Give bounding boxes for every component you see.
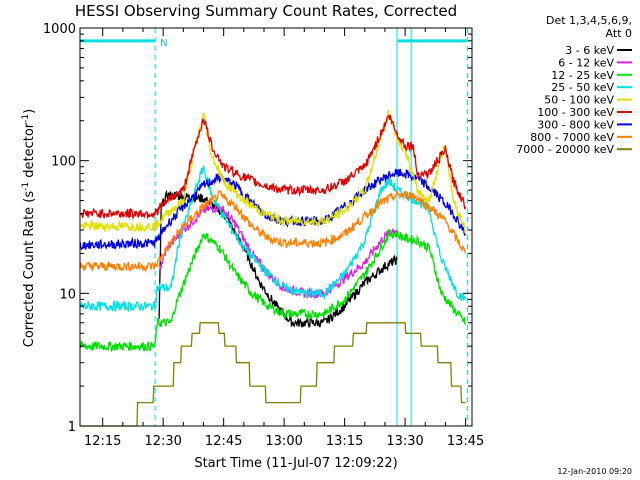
legend-label-7: 800 - 7000 keV [530, 131, 614, 144]
series-lines [79, 110, 467, 427]
y-tick-label-2: 100 [51, 155, 76, 170]
chart-title: HESSI Observing Summary Count Rates, Cor… [75, 2, 457, 20]
legend-label-1: 6 - 12 keV [558, 56, 614, 69]
y-label-main: Corrected Count Rate (s [22, 191, 37, 348]
series-line-2 [79, 229, 467, 353]
x-tick-label-6: 13:45 [447, 434, 484, 449]
x-tick-label-1: 12:30 [144, 434, 181, 449]
plot-frame [79, 27, 473, 427]
series-line-4 [79, 110, 467, 233]
x-tick-label-4: 13:15 [326, 434, 363, 449]
y-tick-label-3: 1000 [43, 22, 76, 37]
flag-label: N [160, 38, 167, 49]
y-axis-label: Corrected Count Rate (s-1 detector-1) [21, 109, 37, 347]
series-line-3 [79, 164, 467, 313]
y-axis: 1 10 100 1000 [43, 22, 472, 435]
footer-date: 12-Jan-2010 09:20 [557, 467, 632, 476]
x-axis-label: Start Time (11-Jul-07 12:09:22) [194, 456, 397, 471]
x-axis: 12:15 12:30 12:45 13:00 13:15 13:30 13:45 [84, 28, 484, 449]
y-tick-label-1: 10 [59, 287, 76, 302]
legend-label-8: 7000 - 20000 keV [516, 143, 614, 156]
x-tick-label-0: 12:15 [84, 434, 121, 449]
y-label-end: ) [22, 109, 37, 114]
legend-label-0: 3 - 6 keV [565, 44, 614, 57]
legend-label-3: 25 - 50 keV [551, 81, 614, 94]
y-tick-label-0: 1 [68, 420, 76, 435]
x-tick-label-3: 13:00 [265, 434, 302, 449]
x-tick-label-5: 13:30 [386, 434, 423, 449]
legend-header-1: Det 1,3,4,5,6,9, [546, 14, 632, 27]
y-label-sup2: -1 [21, 114, 31, 123]
y-label-mid: detector [22, 122, 37, 182]
series-line-5 [79, 114, 467, 220]
legend-label-2: 12 - 25 keV [551, 69, 614, 82]
legend-label-5: 100 - 300 keV [537, 106, 614, 119]
x-tick-label-2: 12:45 [205, 434, 242, 449]
series-line-7 [79, 188, 467, 274]
series-line-8 [80, 322, 466, 427]
legend-label-4: 50 - 100 keV [544, 94, 614, 107]
legend-label-6: 300 - 800 keV [537, 118, 614, 131]
legend-header-2: Att 0 [606, 27, 632, 40]
y-label-sup1: -1 [21, 182, 31, 191]
